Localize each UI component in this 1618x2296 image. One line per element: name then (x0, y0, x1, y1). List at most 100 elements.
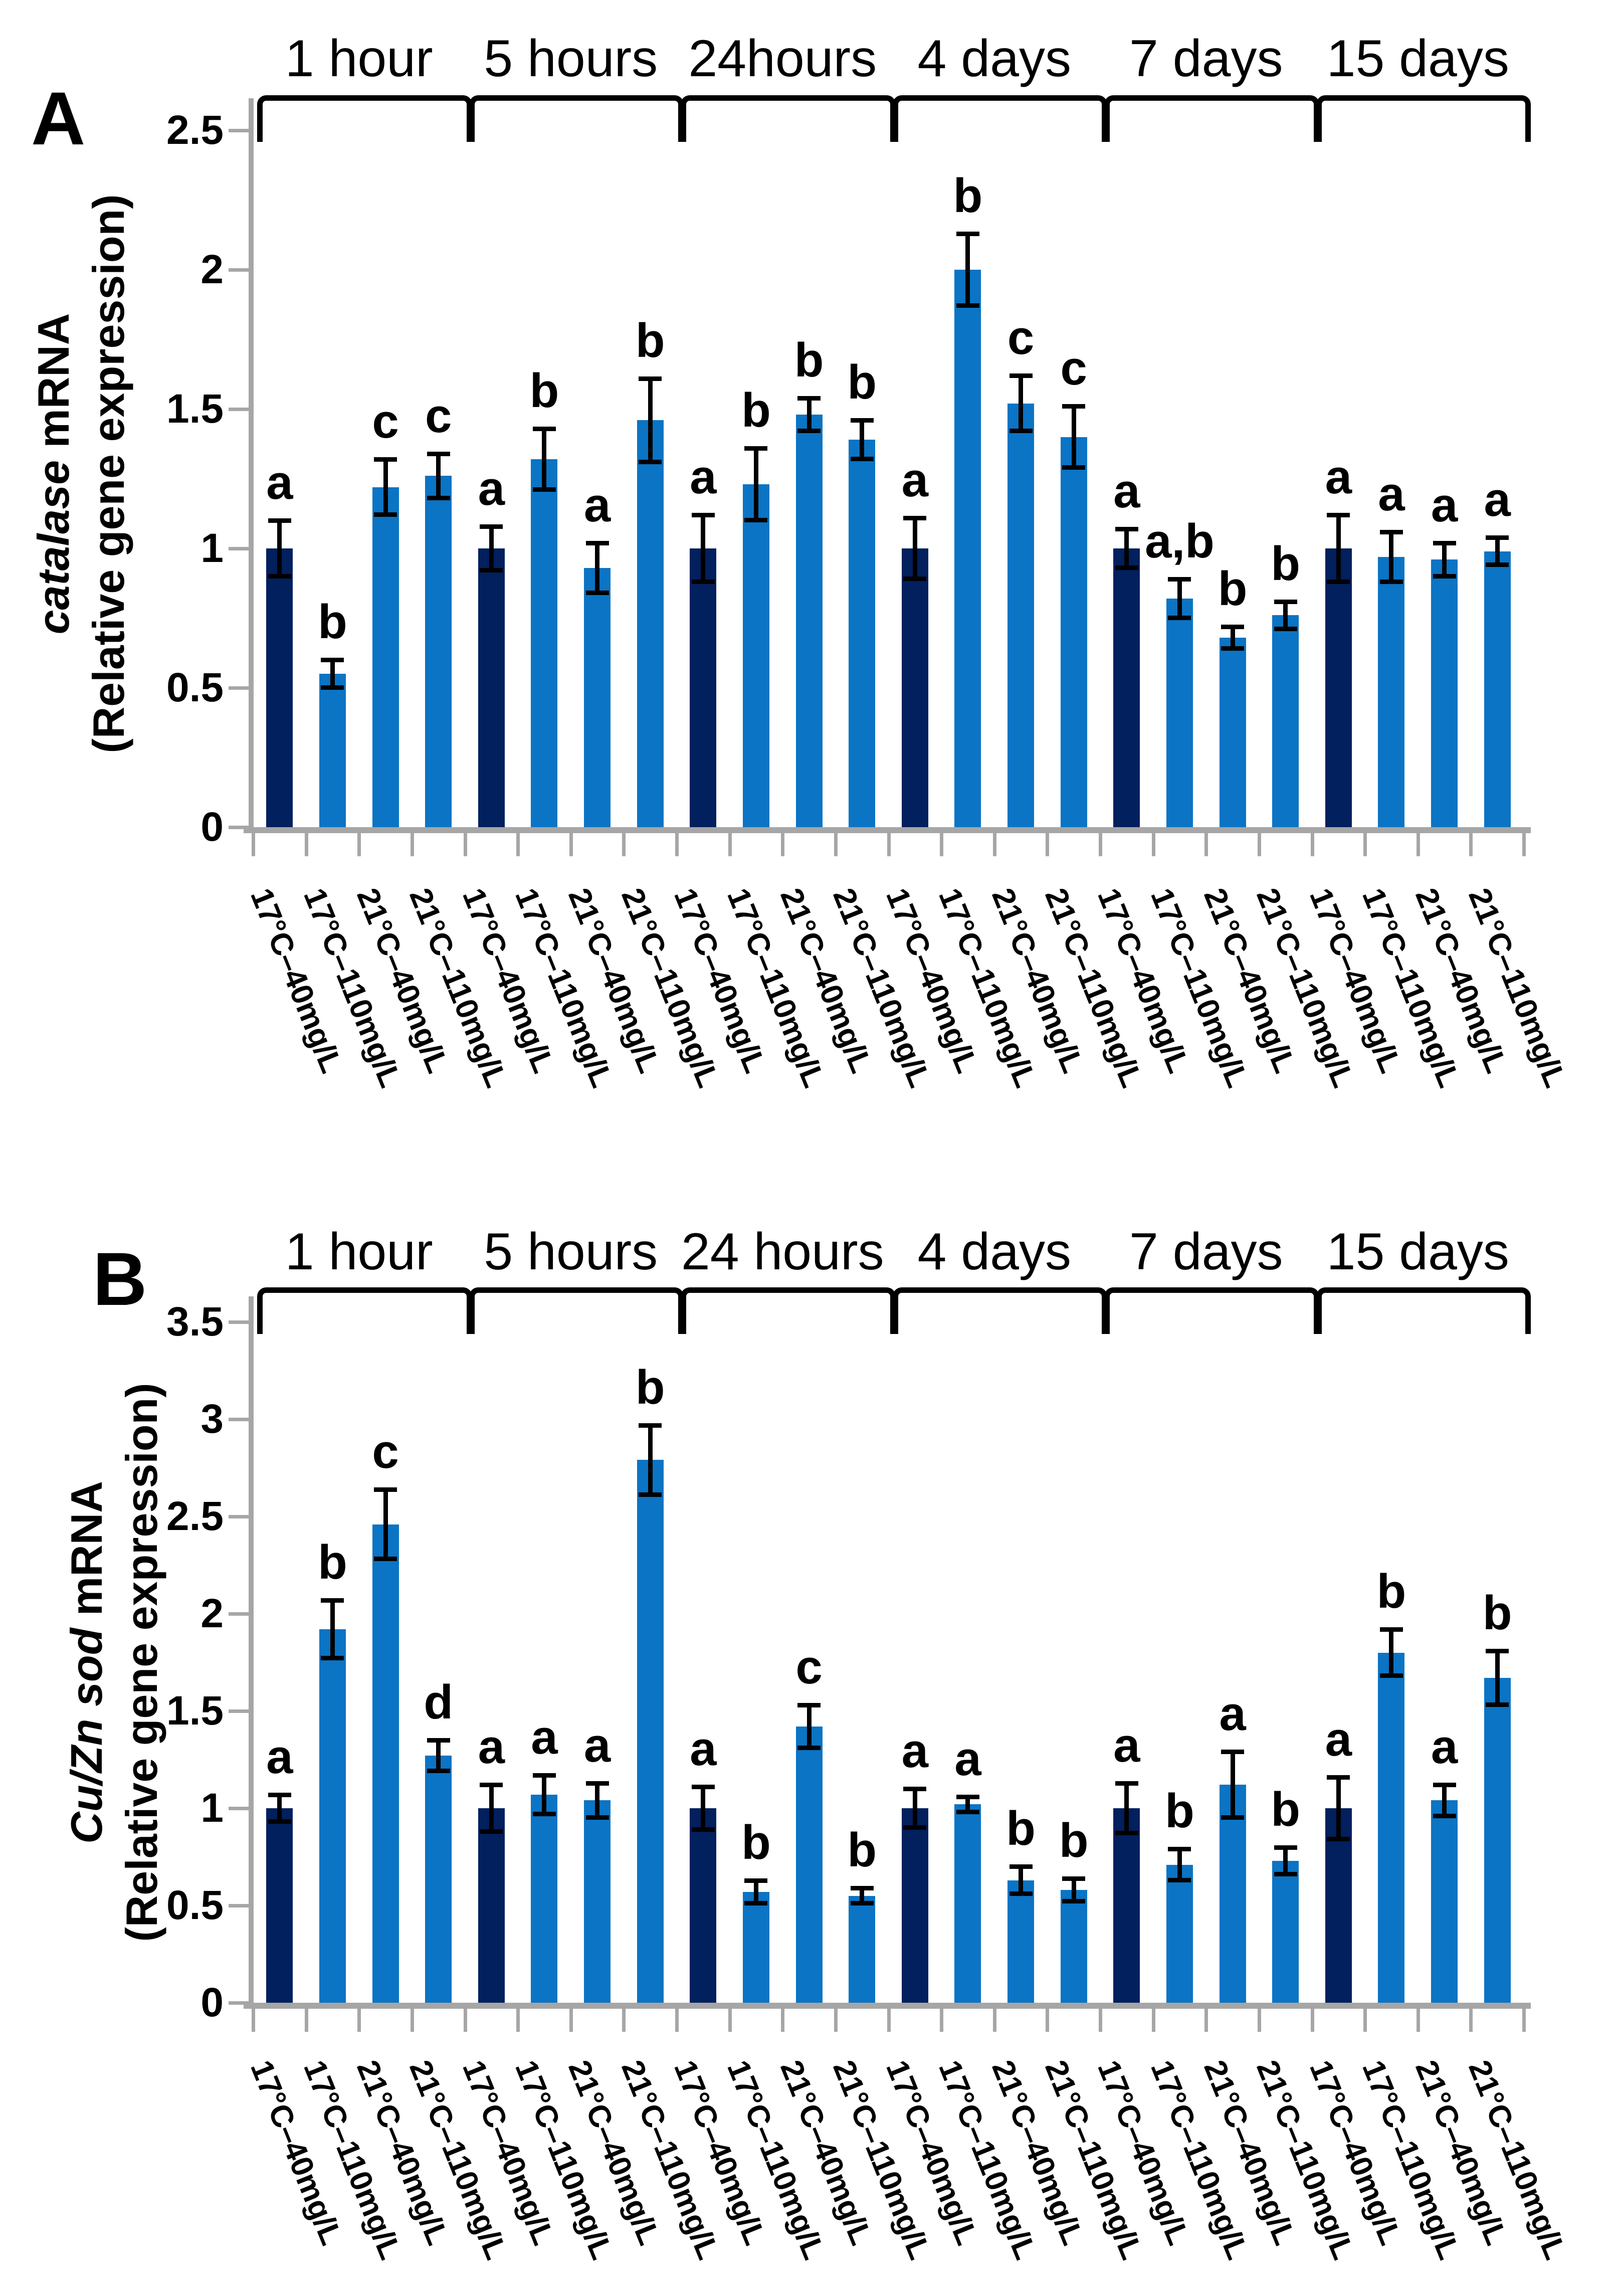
group-bracket (257, 95, 472, 142)
error-bar-cap-bottom (1274, 627, 1297, 632)
error-bar-line (1336, 1777, 1341, 1840)
bar (531, 459, 558, 827)
sig-letter: b (1482, 1586, 1512, 1640)
error-bar-cap-bottom (903, 1825, 927, 1830)
error-bar-cap-bottom (1062, 1899, 1086, 1904)
bar (742, 484, 769, 827)
group-bracket (892, 95, 1107, 142)
sig-letter: b (847, 355, 877, 410)
y-tick-label: 1.5 (166, 386, 224, 432)
bar (584, 567, 611, 827)
sig-letter: a (531, 1710, 558, 1765)
y-tick-label: 0.5 (166, 665, 224, 710)
bar (425, 476, 452, 827)
error-bar-line (1230, 1752, 1235, 1818)
sig-letter: c (425, 389, 452, 443)
group-header: 4 days (917, 30, 1071, 88)
group-bracket (681, 95, 896, 142)
error-bar-cap-bottom (480, 1829, 503, 1834)
error-bar-cap-top (956, 1794, 979, 1799)
y-axis-line (249, 98, 254, 833)
bar (1325, 548, 1352, 827)
error-bar-line (542, 1775, 547, 1814)
y-axis-title-line1: catalase mRNA (26, 0, 81, 1025)
sig-letter: b (529, 363, 559, 418)
y-tick (229, 268, 249, 272)
error-bar-line (1283, 1847, 1288, 1874)
y-tick (229, 1904, 249, 1907)
bar (319, 1629, 346, 2003)
error-bar-cap-top (797, 396, 821, 401)
group-header: 1 hour (285, 1223, 433, 1281)
sig-letter: b (1165, 1784, 1194, 1838)
x-tick (940, 2009, 944, 2032)
bar (795, 1727, 823, 2003)
error-bar-cap-top (374, 1487, 397, 1492)
y-tick (229, 1515, 249, 1518)
x-tick (887, 2009, 891, 2032)
error-bar-line (1336, 515, 1341, 582)
y-tick-label: 2 (200, 1591, 224, 1636)
error-bar-cap-top (321, 658, 344, 663)
error-bar-cap-top (903, 515, 927, 520)
bar (425, 1756, 452, 2003)
sig-letter: a (583, 478, 611, 532)
error-bar-line (860, 420, 865, 460)
y-tick (229, 547, 249, 550)
bar (1113, 548, 1140, 827)
error-bar-line (912, 517, 917, 580)
sig-letter: c (795, 1640, 823, 1694)
error-bar-cap-top (850, 418, 874, 423)
x-tick (1416, 833, 1420, 856)
bar (1378, 1652, 1405, 2003)
error-bar-line (330, 660, 335, 688)
group-bracket (892, 1287, 1107, 1334)
sig-letter: b (1271, 1782, 1300, 1836)
group-bracket (1104, 1287, 1319, 1334)
error-bar-cap-top (691, 513, 715, 518)
error-bar-line (330, 1600, 335, 1659)
x-tick (1151, 833, 1155, 856)
bar (372, 487, 399, 827)
error-bar-line (965, 1796, 970, 1812)
x-tick (622, 2009, 626, 2032)
error-bar-cap-top (639, 376, 662, 381)
y-axis-title: Cu/Zn sod mRNA (Relative gene expression) (59, 1111, 169, 2214)
x-tick (252, 2009, 255, 2032)
error-bar-line (277, 520, 282, 577)
sig-letter: a (266, 456, 293, 510)
x-tick (1469, 833, 1473, 856)
x-tick (304, 833, 308, 856)
x-tick (1151, 2009, 1155, 2032)
error-bar-cap-bottom (532, 487, 556, 492)
y-axis-line (249, 1296, 254, 2009)
error-bar-line (860, 1888, 865, 1904)
error-bar-cap-top (1221, 624, 1245, 629)
x-tick (516, 2009, 520, 2032)
sig-letter: b (1376, 1565, 1406, 1619)
group-bracket (1316, 1287, 1531, 1334)
x-tick (1099, 2009, 1102, 2032)
error-bar-cap-bottom (1486, 562, 1509, 567)
error-bar-cap-bottom (585, 590, 609, 595)
error-bar-cap-top (480, 524, 503, 529)
error-bar-line (1177, 1849, 1182, 1880)
error-bar-cap-bottom (1433, 573, 1456, 579)
x-tick (887, 833, 891, 856)
error-bar-cap-top (1009, 373, 1033, 378)
x-tick (357, 833, 361, 856)
error-bar-line (595, 1783, 600, 1818)
error-bar-line (383, 1489, 388, 1560)
sig-letter: a (1484, 472, 1511, 526)
error-bar-cap-top (691, 1785, 715, 1790)
bar (266, 548, 293, 827)
sig-letter: a (1431, 478, 1458, 532)
error-bar-line (489, 1785, 494, 1832)
y-axis-title-line1: Cu/Zn sod mRNA (59, 1111, 114, 2214)
sig-letter: a (690, 1722, 717, 1776)
error-bar-cap-top (480, 1783, 503, 1788)
error-bar-cap-top (1433, 1783, 1456, 1788)
bar (742, 1891, 769, 2003)
